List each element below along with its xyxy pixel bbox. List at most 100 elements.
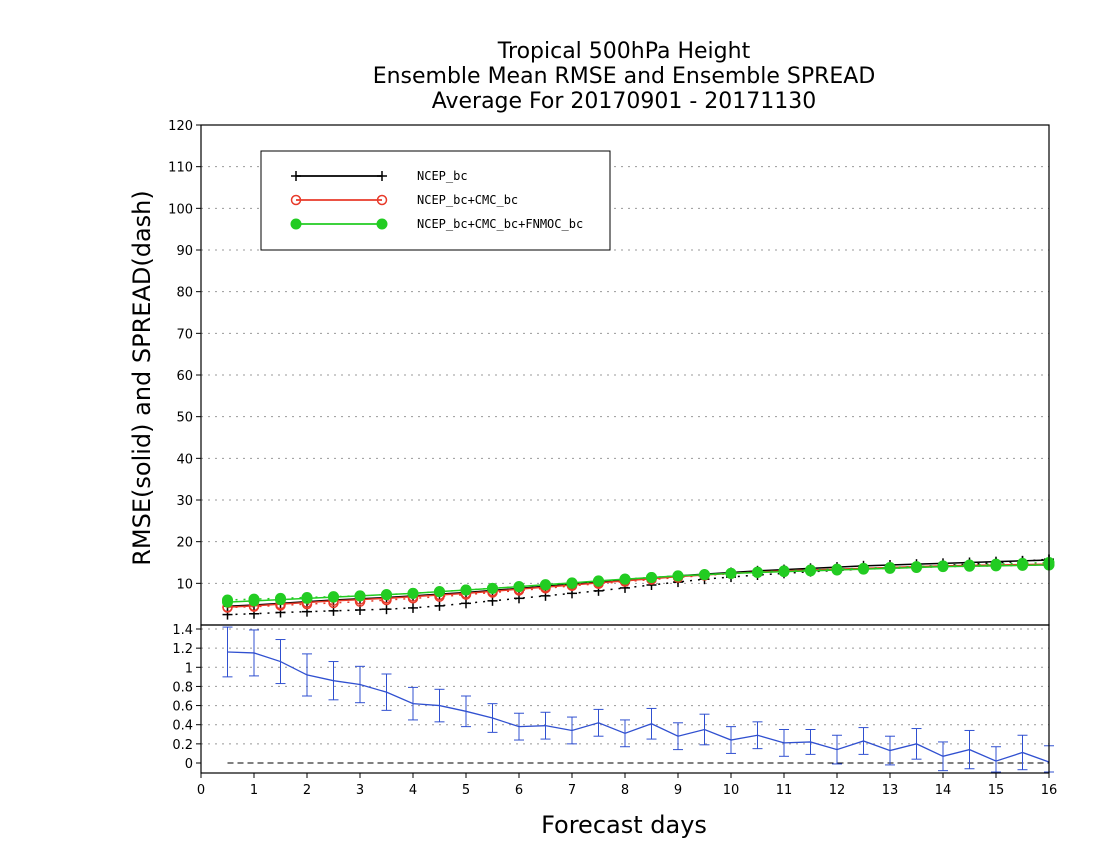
error-bar: [752, 721, 763, 750]
spread-point: [381, 604, 392, 615]
lower-ytick-label: 1.4: [172, 623, 193, 638]
xtick-label: 0: [197, 783, 205, 798]
error-bar: [514, 712, 524, 741]
xtick-label: 13: [882, 783, 899, 798]
error-bar: [408, 686, 418, 721]
error-bar: [328, 661, 339, 701]
error-bar: [832, 734, 842, 765]
rmse-point: [222, 596, 233, 608]
error-bar: [540, 711, 551, 740]
error-bar: [646, 707, 657, 740]
legend-label: NCEP_bc+CMC_bc+FNMOC_bc: [417, 217, 583, 231]
xtick-label: 16: [1041, 783, 1058, 798]
error-bar: [593, 708, 604, 737]
rmse-point: [964, 560, 975, 572]
error-bar: [355, 665, 365, 704]
rmse-point: [540, 579, 551, 591]
rmse-point: [434, 586, 445, 598]
rmse-point: [1017, 559, 1028, 571]
rmse-point: [328, 591, 339, 603]
rmse-point: [513, 581, 525, 593]
xtick-label: 8: [621, 783, 629, 798]
legend-marker: [290, 194, 302, 206]
legend-entry-1: NCEP_bc+CMC_bc: [290, 193, 518, 207]
upper-ytick-label: 60: [176, 369, 193, 384]
rmse-line-2: [227, 564, 1050, 603]
rmse-point: [884, 562, 896, 574]
lower-gridlines: [201, 628, 1049, 745]
error-bar: [726, 726, 736, 754]
upper-ytick-label: 50: [176, 411, 193, 426]
xtick-label: 6: [515, 783, 523, 798]
upper-ytick-label: 100: [168, 202, 193, 217]
upper-ytick-label: 40: [176, 452, 193, 467]
rmse-line-1: [227, 563, 1050, 608]
legend-label: NCEP_bc: [417, 169, 468, 183]
upper-ytick-label: 110: [168, 161, 193, 176]
error-bar: [699, 713, 710, 746]
rmse-point: [566, 577, 578, 589]
error-bar: [991, 746, 1001, 773]
error-bar: [673, 722, 683, 751]
error-bar: [275, 639, 286, 685]
y-axis-label: RMSE(solid) and SPREAD(dash): [128, 190, 156, 566]
error-bar: [1017, 734, 1028, 771]
upper-ytick-label: 10: [176, 577, 193, 592]
error-bar: [938, 741, 948, 772]
error-bar: [461, 695, 471, 728]
lower-series-group: [222, 626, 1054, 773]
spread-point: [434, 600, 445, 611]
error-bar: [249, 629, 259, 677]
legend-marker: [376, 194, 388, 206]
upper-ytick-label: 120: [168, 119, 193, 134]
error-bar: [567, 716, 577, 745]
error-bar: [964, 729, 975, 770]
xtick-label: 12: [829, 783, 846, 798]
legend-label: NCEP_bc+CMC_bc: [417, 193, 518, 207]
lower-ytick-label: 0: [185, 757, 193, 772]
error-bar: [911, 728, 922, 760]
xtick-label: 9: [674, 783, 682, 798]
spread-point: [461, 598, 471, 609]
spread-line-2: [227, 561, 1050, 601]
error-bar: [620, 719, 630, 748]
title-line-1: Tropical 500hPa Height: [497, 39, 751, 64]
xtick-label: 10: [723, 783, 740, 798]
upper-series-group: [222, 554, 1055, 620]
rmse-point: [858, 563, 869, 575]
lower-ytick-label: 1: [185, 661, 193, 676]
legend: NCEP_bc NCEP_bc+CMC_bc NCEP_bc+CMC_bc+FNMO…: [260, 150, 611, 251]
legend-entry-0: NCEP_bc: [291, 169, 468, 183]
error-bar: [805, 729, 816, 755]
series-2: [222, 557, 1055, 608]
rmse-point: [778, 566, 790, 578]
difference-line: [227, 651, 1050, 763]
error-bar: [222, 626, 233, 678]
title-line-3: Average For 20170901 - 20171130: [432, 89, 817, 114]
lower-plot-frame: [200, 624, 1050, 774]
error-bar: [487, 703, 498, 733]
xtick-label: 2: [303, 783, 311, 798]
error-bar: [779, 729, 789, 757]
upper-ytick-label: 30: [176, 494, 193, 509]
lower-ytick-label: 0.2: [172, 738, 193, 753]
rmse-point: [646, 572, 657, 583]
rmse-point: [990, 560, 1002, 572]
rmse-point: [407, 587, 419, 599]
rmse-point: [752, 567, 763, 578]
rmse-point: [699, 569, 710, 581]
rmse-point: [911, 562, 922, 573]
rmse-point: [301, 592, 313, 604]
axis-ticks: 10203040506070809010011012000.20.40.60.8…: [168, 119, 1057, 798]
xtick-label: 3: [356, 783, 364, 798]
xtick-label: 11: [776, 783, 793, 798]
axis-labels: RMSE(solid) and SPREAD(dash) Forecast day…: [128, 190, 707, 839]
xtick-label: 14: [935, 783, 952, 798]
upper-ytick-label: 80: [176, 286, 193, 301]
xtick-label: 4: [409, 783, 417, 798]
rmse-point: [937, 561, 949, 573]
lower-ytick-label: 1.2: [172, 642, 193, 657]
rmse-point: [831, 564, 843, 576]
upper-ytick-label: 20: [176, 536, 193, 551]
